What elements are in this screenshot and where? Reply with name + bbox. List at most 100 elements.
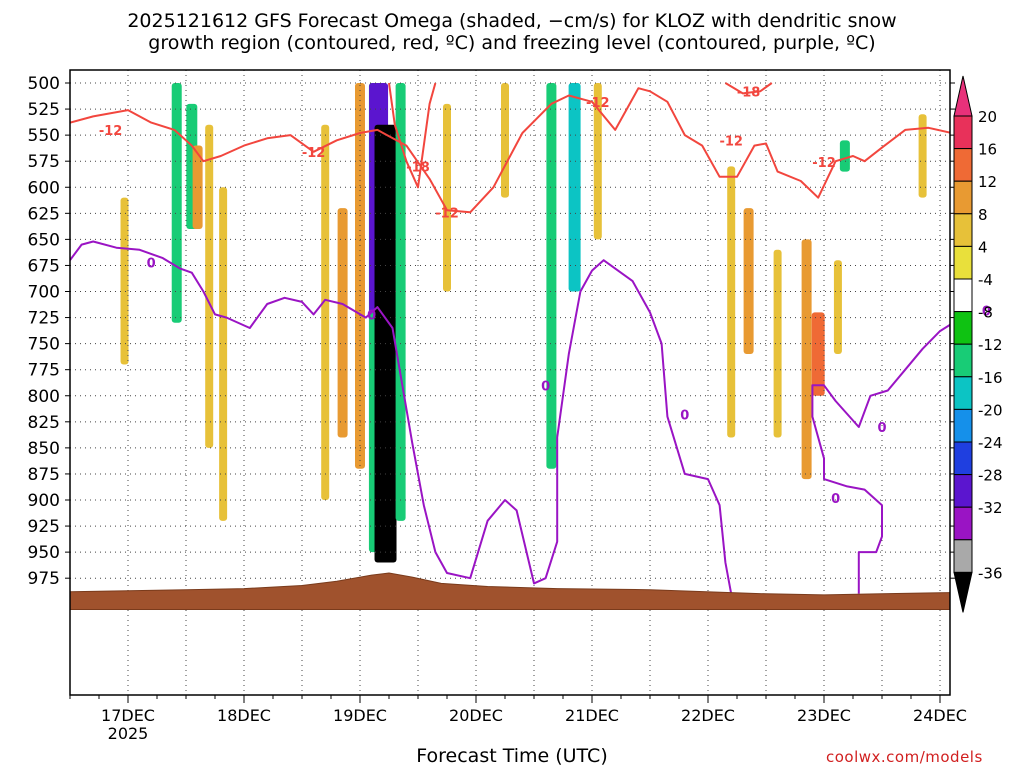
red-contour-1 xyxy=(388,82,437,189)
purple-contour-label-4: 0 xyxy=(831,492,840,507)
omega-shading xyxy=(120,83,927,563)
colorbar-label-11: -28 xyxy=(978,467,1003,485)
colorbar-label-10: -24 xyxy=(978,434,1003,452)
colorbar-label-3: 8 xyxy=(978,206,988,224)
y-tick-label-2: 550 xyxy=(28,126,60,146)
omega-cell-16 xyxy=(568,83,581,292)
purple-contour-0 xyxy=(70,240,733,594)
colorbar-label-2: 12 xyxy=(978,173,997,191)
red-contour-label-0: -12 xyxy=(99,124,123,139)
grid-lines xyxy=(70,70,950,695)
colorbar-swatch-11 xyxy=(953,474,973,508)
colorbar-swatch-13 xyxy=(953,539,973,573)
x-tick-label-2: 19DEC xyxy=(333,706,387,725)
omega-cell-23 xyxy=(833,260,842,355)
plot-frame xyxy=(69,69,951,696)
y-tick-label-1: 525 xyxy=(28,100,60,120)
y-tick-label-5: 625 xyxy=(28,204,60,224)
omega-cell-12 xyxy=(395,83,406,521)
colorbar-label-8: -16 xyxy=(978,369,1003,387)
omega-cell-17 xyxy=(593,83,602,240)
y-tick-label-3: 575 xyxy=(28,152,60,172)
colorbar-swatch-5 xyxy=(953,278,973,313)
purple-contour-1 xyxy=(811,323,950,594)
purple-contour-label-1: 0 xyxy=(367,308,376,323)
colorbar-label-5: -4 xyxy=(978,271,993,289)
colorbar: 20 16 12 8 4 -4 -8 -12 -16 -20 -24 -28 -32 -36 xyxy=(953,75,1003,613)
omega-cell-24 xyxy=(839,140,850,172)
purple-contour-label-6: 0 xyxy=(982,304,991,319)
red-contour-0 xyxy=(70,87,950,214)
y-tick-label-16: 900 xyxy=(28,491,60,511)
colorbar-swatch-1 xyxy=(953,148,973,182)
colorbar-swatch-9 xyxy=(953,408,973,443)
colorbar-label-12: -32 xyxy=(978,499,1003,517)
y-tick-label-11: 775 xyxy=(28,361,60,381)
terrain xyxy=(70,572,950,610)
colorbar-label-6: -8 xyxy=(978,304,993,322)
purple-contour-label-5: 0 xyxy=(877,421,886,436)
omega-cell-25 xyxy=(918,114,927,198)
y-axis: 500 525 550 575 600 625 650 675 700 725 750 775 800 8… xyxy=(28,74,955,589)
red-contour-label-7: -12 xyxy=(812,156,836,171)
omega-cell-0 xyxy=(120,197,129,365)
colorbar-swatch-8 xyxy=(953,376,973,410)
y-tick-label-18: 950 xyxy=(28,543,60,563)
y-tick-label-13: 825 xyxy=(28,413,60,433)
omega-cell-15 xyxy=(546,83,557,469)
colorbar-swatch-0 xyxy=(953,115,973,150)
x-tick-label-1: 18DEC xyxy=(217,706,271,725)
y-tick-label-4: 600 xyxy=(28,178,60,198)
omega-cell-1 xyxy=(171,83,182,323)
x-tick-label-7: 24DEC xyxy=(913,706,967,725)
dendritic-contours xyxy=(70,82,950,214)
omega-cell-13 xyxy=(443,103,451,292)
y-tick-label-9: 725 xyxy=(28,309,60,329)
red-contour-label-6: -18 xyxy=(737,85,761,100)
colorbar-label-1: 16 xyxy=(978,141,997,159)
purple-contour-label-2: 0 xyxy=(541,379,550,394)
colorbar-bottom-arrow xyxy=(953,571,973,613)
colorbar-swatch-10 xyxy=(953,441,973,476)
omega-cell-5 xyxy=(219,187,228,521)
x-tick-label-6: 23DEC xyxy=(797,706,851,725)
omega-cell-20 xyxy=(773,249,782,438)
colorbar-swatch-3 xyxy=(953,213,973,247)
x-axis-title: Forecast Time (UTC) xyxy=(416,745,608,767)
colorbar-swatch-2 xyxy=(953,180,973,215)
terrain-fill xyxy=(70,572,950,610)
colorbar-swatch-7 xyxy=(953,343,973,378)
x-tick-label-5: 22DEC xyxy=(681,706,735,725)
omega-cell-18 xyxy=(727,166,736,438)
colorbar-swatch-6 xyxy=(953,311,973,345)
red-contour-2 xyxy=(724,82,773,95)
freezing-level-contours xyxy=(70,240,950,594)
y-tick-label-15: 875 xyxy=(28,465,60,485)
x-tick-label-4: 21DEC xyxy=(565,706,619,725)
y-tick-label-12: 800 xyxy=(28,387,60,407)
omega-cell-21 xyxy=(801,239,812,480)
colorbar-swatch-4 xyxy=(953,245,973,280)
omega-cell-19 xyxy=(743,208,754,355)
purple-contour-label-0: 0 xyxy=(147,256,156,271)
red-contour-label-1: -12 xyxy=(302,146,326,161)
credit-link[interactable]: coolwx.com/models xyxy=(826,748,983,766)
colorbar-label-7: -12 xyxy=(978,336,1003,354)
omega-cell-22 xyxy=(811,312,825,396)
y-tick-label-19: 975 xyxy=(28,569,60,589)
y-tick-label-7: 675 xyxy=(28,256,60,276)
y-tick-label-8: 700 xyxy=(28,283,60,303)
omega-cell-4 xyxy=(205,124,214,448)
colorbar-label-0: 20 xyxy=(978,108,997,126)
colorbar-label-13: -36 xyxy=(978,564,1003,582)
omega-cell-3 xyxy=(192,145,203,229)
y-tick-label-10: 750 xyxy=(28,335,60,355)
y-tick-label-17: 925 xyxy=(28,517,60,537)
x-tick-label-0: 17DEC xyxy=(101,706,155,725)
y-tick-label-14: 850 xyxy=(28,439,60,459)
chart-title-line-1: 2025121612 GFS Forecast Omega (shaded, −… xyxy=(127,10,897,32)
y-tick-label-6: 650 xyxy=(28,230,60,250)
colorbar-top-arrow xyxy=(953,75,973,117)
colorbar-swatch-12 xyxy=(953,506,973,541)
